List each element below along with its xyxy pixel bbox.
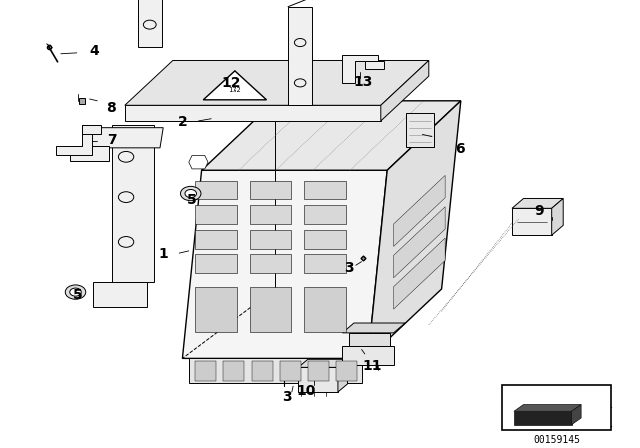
Polygon shape bbox=[189, 358, 362, 383]
Polygon shape bbox=[250, 181, 291, 199]
Polygon shape bbox=[298, 359, 348, 367]
Polygon shape bbox=[288, 7, 312, 105]
Polygon shape bbox=[394, 238, 445, 309]
Circle shape bbox=[185, 190, 196, 198]
Text: 172: 172 bbox=[228, 87, 241, 94]
Text: 3: 3 bbox=[344, 261, 354, 275]
Polygon shape bbox=[338, 359, 348, 392]
Polygon shape bbox=[514, 405, 581, 411]
Polygon shape bbox=[70, 146, 109, 161]
Polygon shape bbox=[280, 361, 301, 381]
Polygon shape bbox=[125, 105, 381, 121]
Polygon shape bbox=[406, 113, 434, 147]
Polygon shape bbox=[252, 361, 273, 381]
Text: 00159145: 00159145 bbox=[533, 435, 580, 445]
Polygon shape bbox=[56, 125, 92, 155]
Text: 6: 6 bbox=[454, 142, 465, 156]
Polygon shape bbox=[304, 205, 346, 224]
Polygon shape bbox=[202, 101, 461, 170]
Polygon shape bbox=[381, 60, 429, 121]
Text: 9: 9 bbox=[534, 204, 545, 219]
Text: 8: 8 bbox=[106, 101, 116, 116]
Polygon shape bbox=[195, 181, 237, 199]
Text: 2: 2 bbox=[177, 115, 188, 129]
Polygon shape bbox=[138, 0, 162, 47]
Polygon shape bbox=[250, 254, 291, 273]
Text: 12: 12 bbox=[222, 76, 241, 90]
Text: 13: 13 bbox=[354, 74, 373, 89]
Polygon shape bbox=[93, 282, 147, 307]
Polygon shape bbox=[182, 170, 387, 358]
Polygon shape bbox=[195, 361, 216, 381]
Text: 4: 4 bbox=[90, 44, 100, 58]
Polygon shape bbox=[223, 361, 244, 381]
Polygon shape bbox=[394, 207, 445, 278]
Polygon shape bbox=[250, 287, 291, 332]
Polygon shape bbox=[308, 361, 329, 381]
Text: 10: 10 bbox=[296, 383, 316, 398]
Polygon shape bbox=[304, 230, 346, 249]
Polygon shape bbox=[195, 254, 237, 273]
Polygon shape bbox=[394, 175, 445, 246]
Polygon shape bbox=[342, 55, 378, 83]
Polygon shape bbox=[82, 125, 101, 134]
Polygon shape bbox=[304, 254, 346, 273]
Bar bbox=[502, 385, 611, 430]
Polygon shape bbox=[512, 208, 552, 235]
Polygon shape bbox=[250, 230, 291, 249]
Polygon shape bbox=[304, 287, 346, 332]
Polygon shape bbox=[86, 128, 163, 148]
Circle shape bbox=[180, 186, 201, 201]
Polygon shape bbox=[195, 205, 237, 224]
Polygon shape bbox=[298, 367, 338, 392]
Text: 5: 5 bbox=[187, 193, 197, 207]
Polygon shape bbox=[572, 405, 581, 425]
Text: 7: 7 bbox=[107, 133, 117, 147]
Polygon shape bbox=[304, 181, 346, 199]
Polygon shape bbox=[342, 323, 405, 333]
Circle shape bbox=[65, 285, 86, 299]
Polygon shape bbox=[189, 155, 208, 169]
Polygon shape bbox=[125, 60, 429, 105]
Polygon shape bbox=[514, 411, 572, 425]
Polygon shape bbox=[552, 198, 563, 235]
Text: 1: 1 bbox=[158, 247, 168, 262]
Polygon shape bbox=[195, 287, 237, 332]
Polygon shape bbox=[342, 346, 394, 365]
Circle shape bbox=[70, 288, 81, 296]
Polygon shape bbox=[204, 71, 266, 100]
Text: 11: 11 bbox=[363, 359, 382, 373]
Polygon shape bbox=[112, 125, 154, 282]
Text: 3: 3 bbox=[282, 390, 292, 405]
Polygon shape bbox=[195, 230, 237, 249]
Polygon shape bbox=[512, 198, 563, 208]
Polygon shape bbox=[250, 205, 291, 224]
Polygon shape bbox=[368, 101, 461, 358]
Polygon shape bbox=[365, 61, 384, 69]
Text: 5: 5 bbox=[73, 288, 83, 302]
Polygon shape bbox=[336, 361, 357, 381]
Polygon shape bbox=[349, 333, 390, 346]
